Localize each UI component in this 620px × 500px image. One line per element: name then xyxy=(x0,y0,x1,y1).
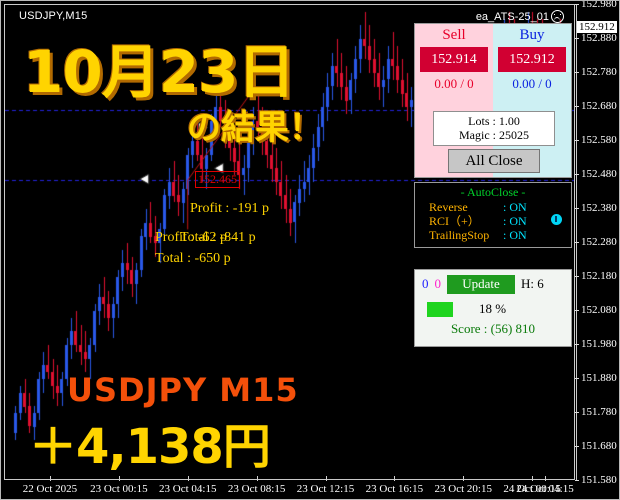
price-tick: 151.980 xyxy=(575,338,617,350)
current-price-tag: 152.912 xyxy=(577,21,617,34)
buy-pl-label: 0.00 / 0 xyxy=(512,76,552,91)
ea-name-label: ea_ATS-25_01 xyxy=(476,10,564,23)
price-tick: 152.980 xyxy=(575,1,617,10)
time-tick-mark xyxy=(118,476,120,481)
price-tick: 152.180 xyxy=(575,270,617,282)
price-tick: 151.580 xyxy=(575,474,617,486)
autoclose-row-reverse[interactable]: Reverse : ON xyxy=(415,200,571,214)
time-tick-mark xyxy=(532,476,534,481)
overlay-amount-title: ＋4,138円 xyxy=(29,419,271,475)
trailingstop-value: : ON xyxy=(503,228,527,242)
update-button[interactable]: Update xyxy=(447,274,515,294)
sell-title: Sell xyxy=(442,27,466,43)
lots-label: Lots : 1.00 xyxy=(468,114,520,128)
price-tick: 152.580 xyxy=(575,134,617,146)
rci-value: : ON xyxy=(503,214,527,228)
time-tick-mark xyxy=(325,476,327,481)
autoclose-row-trailingstop[interactable]: TrailingStop : ON xyxy=(415,228,571,242)
autoclose-row-rci[interactable]: RCI（+） : ON xyxy=(415,214,571,228)
price-tick: 152.780 xyxy=(575,66,617,78)
score-label: Score : (56) 810 xyxy=(450,321,536,336)
time-tick-label: 23 Oct 08:15 xyxy=(227,483,286,495)
count-blue: 0 xyxy=(422,276,429,291)
time-tick-label: 23 Oct 12:15 xyxy=(296,483,355,495)
percent-label: 18 % xyxy=(479,301,507,316)
price-tick: 152.880 xyxy=(575,32,617,44)
total-label-2: Total : -650 p xyxy=(155,251,231,266)
all-close-button[interactable]: All Close xyxy=(448,149,540,173)
magic-label: Magic : 25025 xyxy=(459,128,529,142)
sell-pl-label: 0.00 / 0 xyxy=(434,76,474,91)
buy-title: Buy xyxy=(519,27,545,43)
count-pink: 0 xyxy=(434,276,442,291)
overlay-date-title: 10月23日 xyxy=(23,38,295,106)
total-label-1: Total : -841 p xyxy=(180,230,256,245)
autoclose-title: - AutoClose - xyxy=(460,185,526,199)
price-tick: 151.680 xyxy=(575,440,617,452)
time-tick-mark xyxy=(394,476,396,481)
update-panel[interactable]: 0 0 Update H: 6 18 % Score : (56) 810 xyxy=(414,269,572,347)
time-tick-mark xyxy=(256,476,258,481)
trailingstop-label: TrailingStop xyxy=(429,228,490,242)
price-scale[interactable]: 152.980 152.880 152.780 152.680 152.580 152.4… xyxy=(575,1,619,486)
entry-price-box: 152.465 xyxy=(195,171,240,188)
sad-face-icon xyxy=(551,10,564,23)
buy-price-button[interactable]: 152.912 xyxy=(498,47,566,72)
time-tick-mark xyxy=(50,476,51,481)
time-tick-label: 23 Oct 20:15 xyxy=(434,483,492,495)
autoclose-panel[interactable]: - AutoClose - Reverse : ON RCI（+） : ON T… xyxy=(414,182,572,248)
price-tick: 152.080 xyxy=(575,304,617,316)
time-tick-label: 23 Oct 00:15 xyxy=(90,483,148,495)
update-row-top: 0 0 Update H: 6 xyxy=(415,270,571,298)
price-tick: 152.280 xyxy=(575,236,617,248)
profit-label-1: Profit : -191 p xyxy=(190,201,269,216)
sell-price-button[interactable]: 152.914 xyxy=(420,47,488,72)
time-tick-mark xyxy=(545,476,546,481)
time-scale[interactable]: 22 Oct 2025 23 Oct 00:15 23 Oct 04:15 23 Oc… xyxy=(4,476,575,499)
reverse-label: Reverse xyxy=(429,200,468,214)
update-row-middle: 18 % xyxy=(415,298,571,320)
price-tick: 152.680 xyxy=(575,100,617,112)
time-tick-label: 24 Oct 04:15 xyxy=(516,483,574,495)
rci-label: RCI（+） xyxy=(429,214,480,228)
reverse-value: : ON xyxy=(503,200,527,214)
ea-name-text: ea_ATS-25_01 xyxy=(475,10,549,23)
lots-magic-box: Lots : 1.00 Magic : 25025 xyxy=(433,111,555,146)
profit-label-2: Profit : -62 p xyxy=(155,230,227,245)
time-tick-mark xyxy=(187,476,189,481)
time-tick-label: 23 Oct 04:15 xyxy=(159,483,217,495)
price-tick: 152.380 xyxy=(575,202,617,214)
price-tick: 151.880 xyxy=(575,372,617,384)
price-tick: 152.480 xyxy=(575,168,617,180)
chart-symbol-label: USDJPY,M15 xyxy=(19,10,88,22)
hours-label: H: 6 xyxy=(521,276,544,291)
time-tick-label: 23 Oct 16:15 xyxy=(365,483,424,495)
time-tick-mark xyxy=(463,476,465,481)
time-tick-label: 24 Oct 00:15 xyxy=(503,483,561,495)
time-tick-label: 22 Oct 2025 xyxy=(22,483,78,495)
overlay-pair-title: USDJPY M15 xyxy=(67,371,299,409)
price-tick: 151.780 xyxy=(575,406,617,418)
trade-panel[interactable]: Sell 152.914 0.00 / 0 Buy 152.912 0.00 /… xyxy=(414,23,572,178)
overlay-result-title: の結果！ xyxy=(187,108,323,148)
status-indicator-icon[interactable] xyxy=(551,214,562,225)
progress-swatch xyxy=(427,301,453,317)
